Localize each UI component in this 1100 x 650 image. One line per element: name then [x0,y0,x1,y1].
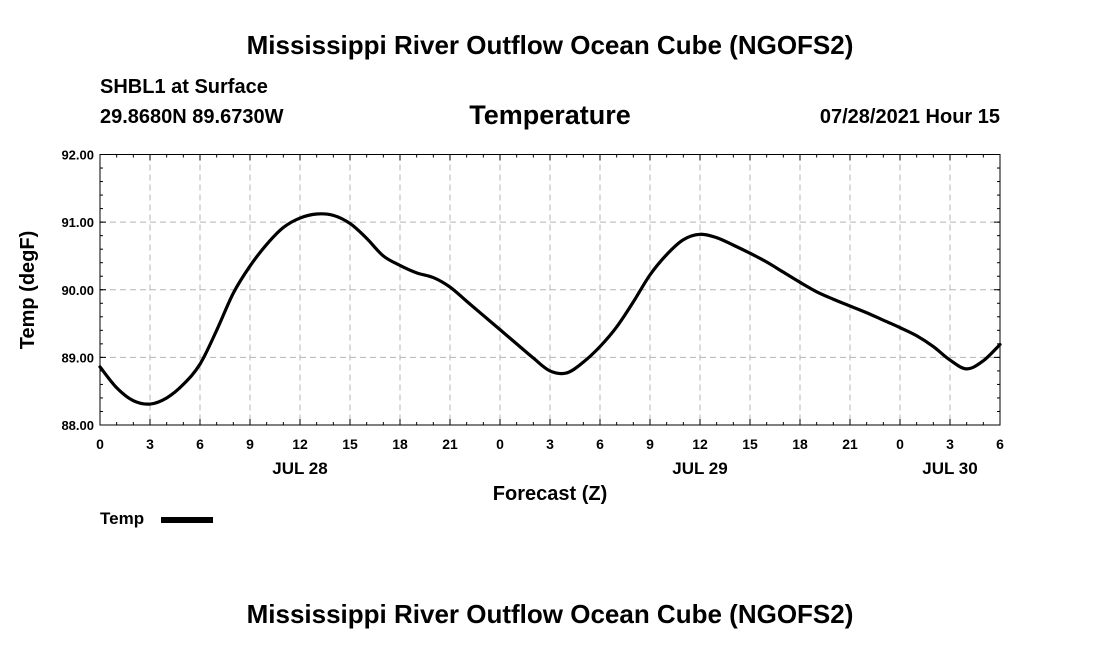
station-label: SHBL1 at Surface [100,76,268,98]
x-tick-label: 0 [96,436,104,452]
tick-labels: 0 3 6 9 12 15 18 21 0 3 6 9 12 15 18 21 0 3 6 88.00 89.00 90.… [61,148,1004,479]
x-tick-label: 0 [896,436,904,452]
station-coordinates: 29.8680N 89.6730W [100,106,284,128]
page-title: Mississippi River Outflow Ocean Cube (NG… [246,30,854,60]
x-tick-label: 3 [946,436,954,452]
y-axis-label: Temp (degF) [17,231,39,350]
y-tick-label: 92.00 [61,148,94,163]
forecast-datetime: 07/28/2021 Hour 15 [819,106,1000,128]
x-tick-label: 12 [292,436,308,452]
x-tick-label: 15 [342,436,358,452]
x-tick-label: 0 [496,436,504,452]
axis-ticks [99,154,1001,426]
day-label: JUL 28 [272,459,327,478]
chart-title: Temperature [469,100,631,130]
x-tick-label: 12 [692,436,708,452]
x-axis-label: Forecast (Z) [493,483,607,505]
x-tick-label: 6 [196,436,204,452]
y-tick-label: 88.00 [61,418,94,433]
temp-series-line [98,212,1002,406]
x-tick-label: 9 [246,436,254,452]
x-tick-label: 21 [842,436,858,452]
x-tick-label: 3 [546,436,554,452]
day-label: JUL 29 [672,459,727,478]
x-tick-label: 21 [442,436,458,452]
y-tick-label: 91.00 [61,215,94,230]
legend-line-swatch [161,517,213,523]
day-label: JUL 30 [922,459,977,478]
y-tick-label: 90.00 [61,283,94,298]
grid [100,154,1000,425]
x-tick-label: 15 [742,436,758,452]
legend-label: Temp [100,509,145,528]
x-tick-label: 18 [392,436,408,452]
x-tick-label: 18 [792,436,808,452]
x-tick-label: 9 [646,436,654,452]
footer-title: Mississippi River Outflow Ocean Cube (NG… [246,599,854,629]
x-tick-label: 3 [146,436,154,452]
x-tick-label: 6 [596,436,604,452]
y-tick-label: 89.00 [61,350,94,365]
x-tick-label: 6 [996,436,1004,452]
